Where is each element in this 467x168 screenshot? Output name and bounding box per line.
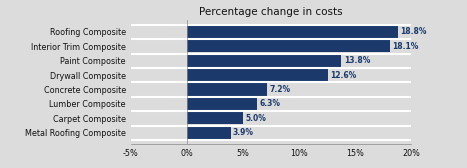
Title: Percentage change in costs: Percentage change in costs [199, 7, 343, 17]
Text: 12.6%: 12.6% [330, 71, 356, 80]
Bar [187, 112, 243, 124]
Bar [187, 83, 268, 96]
Bar [187, 40, 389, 52]
Text: 5.0%: 5.0% [245, 114, 266, 123]
Text: 18.1%: 18.1% [392, 42, 418, 51]
Bar [187, 127, 231, 139]
Text: 3.9%: 3.9% [233, 128, 254, 137]
Text: 18.8%: 18.8% [400, 27, 426, 36]
Bar [187, 26, 397, 38]
Text: 6.3%: 6.3% [260, 99, 281, 108]
Text: 13.8%: 13.8% [344, 56, 370, 65]
Bar [187, 98, 257, 110]
Bar [187, 55, 341, 67]
Text: 7.2%: 7.2% [270, 85, 291, 94]
Bar [187, 69, 328, 81]
